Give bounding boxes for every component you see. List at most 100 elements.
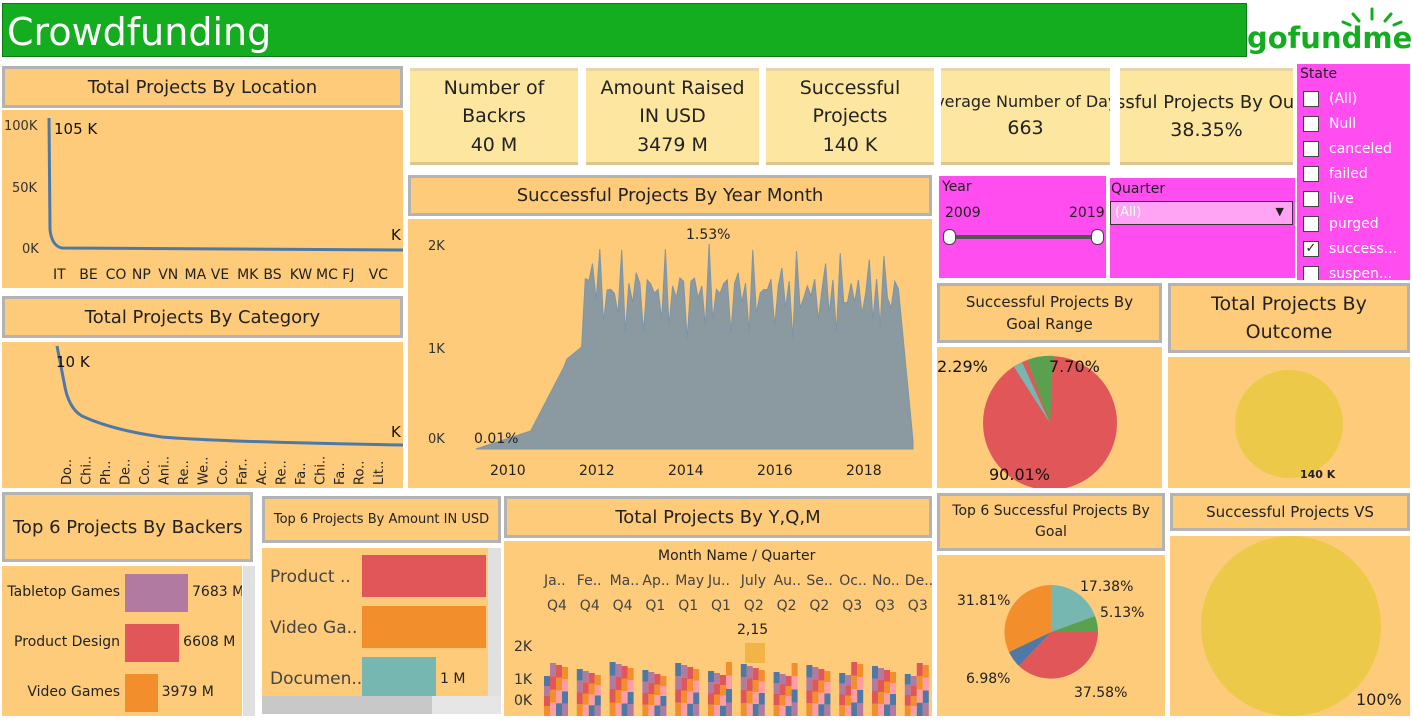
- quarter-label: Q1: [645, 598, 665, 614]
- category-title: Total Projects By Category: [2, 296, 403, 338]
- checkbox-icon[interactable]: [1303, 265, 1319, 280]
- yqm-bar-segment: [812, 691, 819, 704]
- yqm-bar-segment: [752, 704, 759, 716]
- state-option[interactable]: purged: [1297, 211, 1410, 236]
- state-option[interactable]: live: [1297, 186, 1410, 211]
- yqm-bar-segment: [791, 663, 798, 677]
- pie-label: 7.70%: [1049, 357, 1100, 376]
- outcome-title: Total Projects By Outcome: [1168, 283, 1410, 353]
- yqm-bar-segment: [576, 680, 583, 693]
- yqm-bar-segment: [758, 670, 765, 682]
- yqm-bar-segment: [627, 692, 634, 704]
- checkbox-icon[interactable]: [1303, 115, 1319, 132]
- yqm-bar-segment: [878, 692, 884, 704]
- kpi-successful: Successful Projects 140 K: [766, 68, 934, 165]
- yqm-bar-segment: [773, 683, 780, 694]
- state-list: (All) Null canceled failed live purged ✓ succes…: [1297, 86, 1410, 280]
- state-option[interactable]: suspen...: [1297, 261, 1410, 280]
- y-tick: 2K: [514, 639, 533, 655]
- x-tick-label: BS: [263, 267, 281, 283]
- x-axis-labels: IT BE CO NP VN MA VE MK BS KW MC FJ VC: [53, 267, 388, 283]
- state-option-label: canceled: [1329, 140, 1392, 157]
- yqm-bar-segment: [884, 681, 890, 693]
- x-tick-label: FJ: [342, 267, 354, 283]
- yqm-bar-segment: [824, 671, 831, 683]
- yqm-bar-segment: [740, 690, 747, 703]
- yqm-bar-segment: [785, 696, 792, 706]
- x-tick-label: BE: [79, 267, 97, 283]
- state-option[interactable]: failed: [1297, 161, 1410, 186]
- bar[interactable]: [362, 657, 436, 699]
- bar-label: Tabletop Games: [7, 584, 120, 600]
- checkbox-icon[interactable]: [1303, 165, 1319, 182]
- x-tick-label: KW: [290, 267, 313, 283]
- outcome-value: 140 K: [1300, 468, 1336, 481]
- x-tick-label: 2016: [757, 463, 793, 479]
- year-filter: Year 2009 2019: [939, 176, 1106, 278]
- yqm-bar-segment: [740, 664, 747, 677]
- state-option[interactable]: ✓ success...: [1297, 236, 1410, 261]
- yqm-bar-segment: [660, 706, 667, 716]
- state-option[interactable]: (All): [1297, 86, 1410, 111]
- yqm-bar-segment: [654, 695, 661, 706]
- yqm-bar-segment: [922, 703, 929, 716]
- checkbox-checked-icon[interactable]: ✓: [1303, 240, 1319, 257]
- bar[interactable]: [125, 574, 188, 612]
- bar[interactable]: [362, 555, 486, 597]
- pie-slice-7: [1027, 355, 1054, 423]
- pie-slice-2: [1014, 362, 1050, 423]
- year-max: 2019: [1069, 205, 1105, 221]
- yqm-bar-segment: [779, 695, 786, 706]
- yqm-bar-segment: [550, 689, 556, 703]
- yqm-bar-segment: [687, 691, 694, 704]
- yqm-bar-segment: [675, 663, 682, 677]
- backers-scrollbar[interactable]: [243, 566, 255, 716]
- checkbox-icon[interactable]: [1303, 215, 1319, 232]
- quarter-select[interactable]: (All) ▼: [1110, 201, 1293, 225]
- quarter-label: Q3: [908, 598, 928, 614]
- category-chart: 10 K K Do.. Chi.. Ph.. De.. Co.. Ani.. Re.. We.…: [2, 342, 404, 488]
- month-label: Ja..: [543, 573, 566, 589]
- y-tick: 1K: [514, 672, 533, 688]
- yqm-bar-segment: [550, 676, 556, 690]
- yqm-bar-segment: [818, 669, 825, 681]
- amount-scrollbar-v[interactable]: [488, 548, 501, 696]
- goal-range-pie: 2.29% 7.70% 90.01%: [937, 355, 1117, 490]
- checkbox-icon[interactable]: [1303, 190, 1319, 207]
- bar-label: Video Ga..: [270, 618, 358, 638]
- x-tick-label: Ro..: [353, 461, 368, 485]
- yqm-bar-segment: [681, 690, 688, 704]
- checkbox-icon[interactable]: [1303, 140, 1319, 157]
- bar[interactable]: [362, 606, 486, 648]
- yqm-bar-segment: [693, 704, 700, 716]
- category-line: [55, 345, 404, 447]
- checkbox-icon[interactable]: [1303, 90, 1319, 107]
- quarter-label: Q1: [711, 598, 731, 614]
- year-month-area-chart: 2K 1K 0K 1.53% 0.01% 2010 2012 2014 2016 201…: [428, 227, 914, 479]
- y-tick: 2K: [428, 239, 445, 254]
- state-option[interactable]: canceled: [1297, 136, 1410, 161]
- x-tick-label: Far..: [236, 458, 251, 485]
- bar[interactable]: [125, 674, 158, 712]
- yqm-bar-segment: [824, 704, 831, 716]
- quarter-label: Q4: [580, 598, 600, 614]
- yqm-bar-segment: [785, 676, 792, 686]
- end-label: K: [391, 226, 402, 244]
- year-slider-handle-max[interactable]: [1091, 229, 1104, 245]
- yqm-bar-segment: [648, 683, 655, 694]
- yqm-bar-segment: [576, 704, 583, 716]
- goal-range-title: Successful Projects By Goal Range: [937, 283, 1162, 343]
- quarter-label: Q2: [777, 598, 797, 614]
- pie-label: 6.98%: [966, 671, 1010, 687]
- year-slider-track[interactable]: [949, 235, 1099, 239]
- state-option[interactable]: Null: [1297, 111, 1410, 136]
- bar[interactable]: [125, 624, 180, 662]
- yqm-peak-bar: [745, 643, 765, 663]
- yqm-bar-segment: [726, 662, 732, 676]
- amount-scrollbar-h[interactable]: [262, 696, 501, 714]
- yqm-bar-segment: [562, 667, 568, 680]
- yqm-bar-segment: [544, 706, 550, 716]
- year-slider-handle-min[interactable]: [943, 229, 956, 245]
- yqm-bar-segment: [726, 675, 732, 689]
- yqm-bar-segment: [621, 703, 628, 716]
